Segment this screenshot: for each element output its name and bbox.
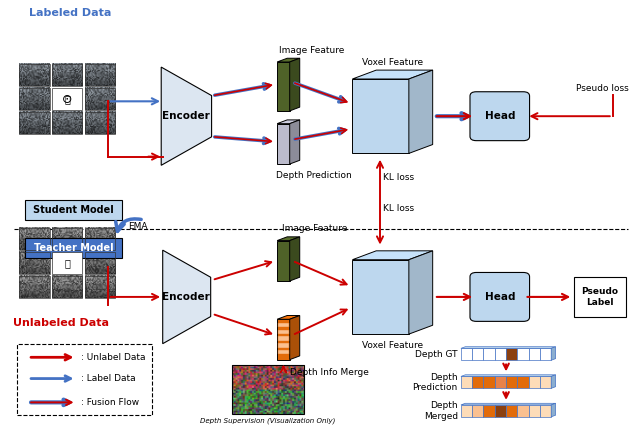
Polygon shape: [551, 375, 556, 388]
FancyBboxPatch shape: [506, 348, 517, 360]
FancyBboxPatch shape: [540, 377, 551, 388]
FancyBboxPatch shape: [25, 238, 122, 258]
Polygon shape: [461, 403, 556, 405]
Polygon shape: [409, 70, 432, 153]
Text: Encoder: Encoder: [162, 292, 210, 302]
FancyBboxPatch shape: [277, 319, 289, 360]
FancyBboxPatch shape: [506, 405, 517, 417]
Text: Depth Info Merge: Depth Info Merge: [289, 369, 369, 377]
Polygon shape: [461, 347, 556, 348]
Text: KL loss: KL loss: [384, 172, 415, 181]
Text: : Unlabel Data: : Unlabel Data: [81, 353, 146, 362]
Polygon shape: [277, 315, 300, 319]
FancyBboxPatch shape: [472, 348, 483, 360]
Text: Pseudo loss: Pseudo loss: [576, 84, 628, 93]
FancyBboxPatch shape: [472, 377, 483, 388]
FancyBboxPatch shape: [506, 377, 517, 388]
Polygon shape: [352, 70, 432, 79]
Polygon shape: [461, 375, 556, 377]
Text: : Label Data: : Label Data: [81, 374, 136, 383]
FancyBboxPatch shape: [278, 343, 289, 348]
FancyBboxPatch shape: [278, 330, 289, 334]
FancyBboxPatch shape: [495, 405, 506, 417]
FancyBboxPatch shape: [470, 273, 530, 321]
Text: Voxel Feature: Voxel Feature: [362, 58, 423, 67]
FancyBboxPatch shape: [52, 88, 82, 110]
Text: KL loss: KL loss: [383, 204, 414, 213]
Text: Head: Head: [485, 111, 515, 121]
Polygon shape: [277, 120, 300, 124]
FancyBboxPatch shape: [529, 377, 540, 388]
Text: Student Model: Student Model: [33, 205, 114, 215]
Text: Head: Head: [485, 292, 515, 302]
FancyBboxPatch shape: [495, 377, 506, 388]
FancyBboxPatch shape: [483, 405, 495, 417]
FancyBboxPatch shape: [25, 199, 122, 220]
Text: Depth GT: Depth GT: [415, 350, 458, 359]
Text: Image Feature: Image Feature: [282, 224, 347, 233]
Polygon shape: [551, 347, 556, 360]
Polygon shape: [352, 251, 432, 260]
Text: Pseudo
Label: Pseudo Label: [581, 287, 619, 306]
FancyBboxPatch shape: [517, 377, 529, 388]
FancyBboxPatch shape: [540, 405, 551, 417]
Text: Depth
Prediction: Depth Prediction: [413, 373, 458, 392]
FancyBboxPatch shape: [278, 336, 289, 341]
Polygon shape: [277, 237, 300, 241]
Text: 📷: 📷: [64, 258, 70, 268]
FancyBboxPatch shape: [277, 241, 289, 281]
Polygon shape: [289, 237, 300, 281]
FancyBboxPatch shape: [461, 377, 472, 388]
Text: Depth Supervision (Visualization Only): Depth Supervision (Visualization Only): [200, 417, 335, 424]
FancyBboxPatch shape: [517, 405, 529, 417]
Polygon shape: [551, 403, 556, 417]
Text: ⊙: ⊙: [62, 93, 73, 106]
FancyBboxPatch shape: [517, 348, 529, 360]
FancyBboxPatch shape: [470, 92, 530, 141]
Text: Teacher Model: Teacher Model: [34, 243, 113, 253]
Text: Image Feature: Image Feature: [279, 45, 344, 54]
Polygon shape: [163, 250, 211, 344]
FancyBboxPatch shape: [352, 260, 409, 334]
FancyBboxPatch shape: [529, 348, 540, 360]
Text: Encoder: Encoder: [162, 111, 210, 121]
FancyBboxPatch shape: [483, 377, 495, 388]
FancyBboxPatch shape: [17, 344, 152, 415]
FancyBboxPatch shape: [352, 79, 409, 153]
FancyBboxPatch shape: [472, 405, 483, 417]
Text: EMA: EMA: [128, 222, 148, 231]
Text: 📷: 📷: [64, 94, 70, 104]
FancyBboxPatch shape: [277, 62, 289, 111]
FancyBboxPatch shape: [461, 405, 472, 417]
FancyBboxPatch shape: [574, 277, 626, 317]
FancyBboxPatch shape: [52, 252, 82, 274]
FancyBboxPatch shape: [495, 348, 506, 360]
FancyBboxPatch shape: [277, 124, 289, 164]
FancyBboxPatch shape: [540, 348, 551, 360]
FancyBboxPatch shape: [278, 323, 289, 327]
FancyBboxPatch shape: [278, 350, 289, 354]
Polygon shape: [289, 120, 300, 164]
FancyBboxPatch shape: [529, 405, 540, 417]
Polygon shape: [277, 58, 300, 62]
Polygon shape: [161, 67, 212, 165]
Polygon shape: [289, 315, 300, 360]
Text: Depth
Merged: Depth Merged: [424, 401, 458, 421]
Text: Depth Prediction: Depth Prediction: [275, 172, 352, 181]
Text: Voxel Feature: Voxel Feature: [362, 341, 423, 350]
Polygon shape: [289, 58, 300, 111]
Text: Labeled Data: Labeled Data: [29, 8, 111, 18]
FancyBboxPatch shape: [461, 348, 472, 360]
Polygon shape: [409, 251, 432, 334]
Text: : Fusion Flow: : Fusion Flow: [81, 398, 140, 407]
Text: Unlabeled Data: Unlabeled Data: [13, 318, 109, 328]
FancyBboxPatch shape: [483, 348, 495, 360]
